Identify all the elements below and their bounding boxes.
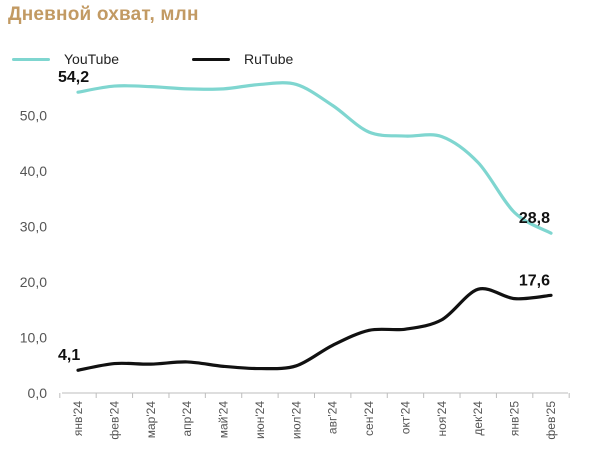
x-tick-label: сен'24: [362, 401, 376, 436]
x-tick-label: фев'24: [107, 401, 121, 440]
series-line-rutube: [76, 287, 553, 372]
y-axis: 0,0 10,0 20,0 30,0 40,0 50,0: [20, 108, 47, 402]
legend-item-rutube: RuTube: [192, 44, 293, 74]
legend: YouTube RuTube: [0, 44, 589, 74]
x-tick-label: ноя'24: [435, 401, 449, 437]
legend-label-youtube: YouTube: [64, 51, 120, 67]
y-tick-label: 50,0: [20, 108, 47, 124]
series-line-youtube: [76, 81, 553, 235]
x-tick-label: окт'24: [398, 401, 412, 435]
x-tick-label: дек'24: [471, 401, 485, 436]
chart-title: Дневной охват, млн: [8, 4, 199, 25]
x-axis: янв'24 фев'24 мар'24 апр'24 май'24 июн'24 июл'…: [59, 392, 570, 440]
data-label-rutube: 4,1: [58, 347, 80, 364]
x-tick-label: июл'24: [289, 401, 303, 439]
legend-item-youtube: YouTube: [12, 44, 119, 74]
legend-swatch-youtube: [12, 57, 50, 61]
series-lines: [76, 81, 553, 372]
x-tick-label: май'24: [217, 401, 231, 439]
y-tick-label: 0,0: [28, 385, 48, 401]
y-tick-label: 30,0: [20, 219, 47, 235]
y-tick-label: 20,0: [20, 274, 47, 290]
x-tick-label: апр'24: [180, 401, 194, 437]
x-tick-label: авг'24: [326, 401, 340, 434]
x-tick-label: мар'24: [144, 401, 158, 439]
legend-label-rutube: RuTube: [244, 51, 294, 67]
x-tick-label: фев'25: [544, 401, 558, 440]
y-tick-label: 40,0: [20, 163, 47, 179]
data-label-youtube: 54,2: [58, 69, 89, 86]
legend-swatch-rutube: [192, 57, 230, 61]
x-tick-label: июн'24: [253, 401, 267, 439]
data-label-rutube: 17,6: [519, 272, 550, 289]
data-labels: 54,2 28,8 4,1 17,6: [58, 69, 550, 364]
x-tick-label: янв'25: [508, 401, 522, 436]
x-tick-label: янв'24: [71, 401, 85, 436]
y-tick-label: 10,0: [20, 330, 47, 346]
data-label-youtube: 28,8: [519, 210, 550, 227]
